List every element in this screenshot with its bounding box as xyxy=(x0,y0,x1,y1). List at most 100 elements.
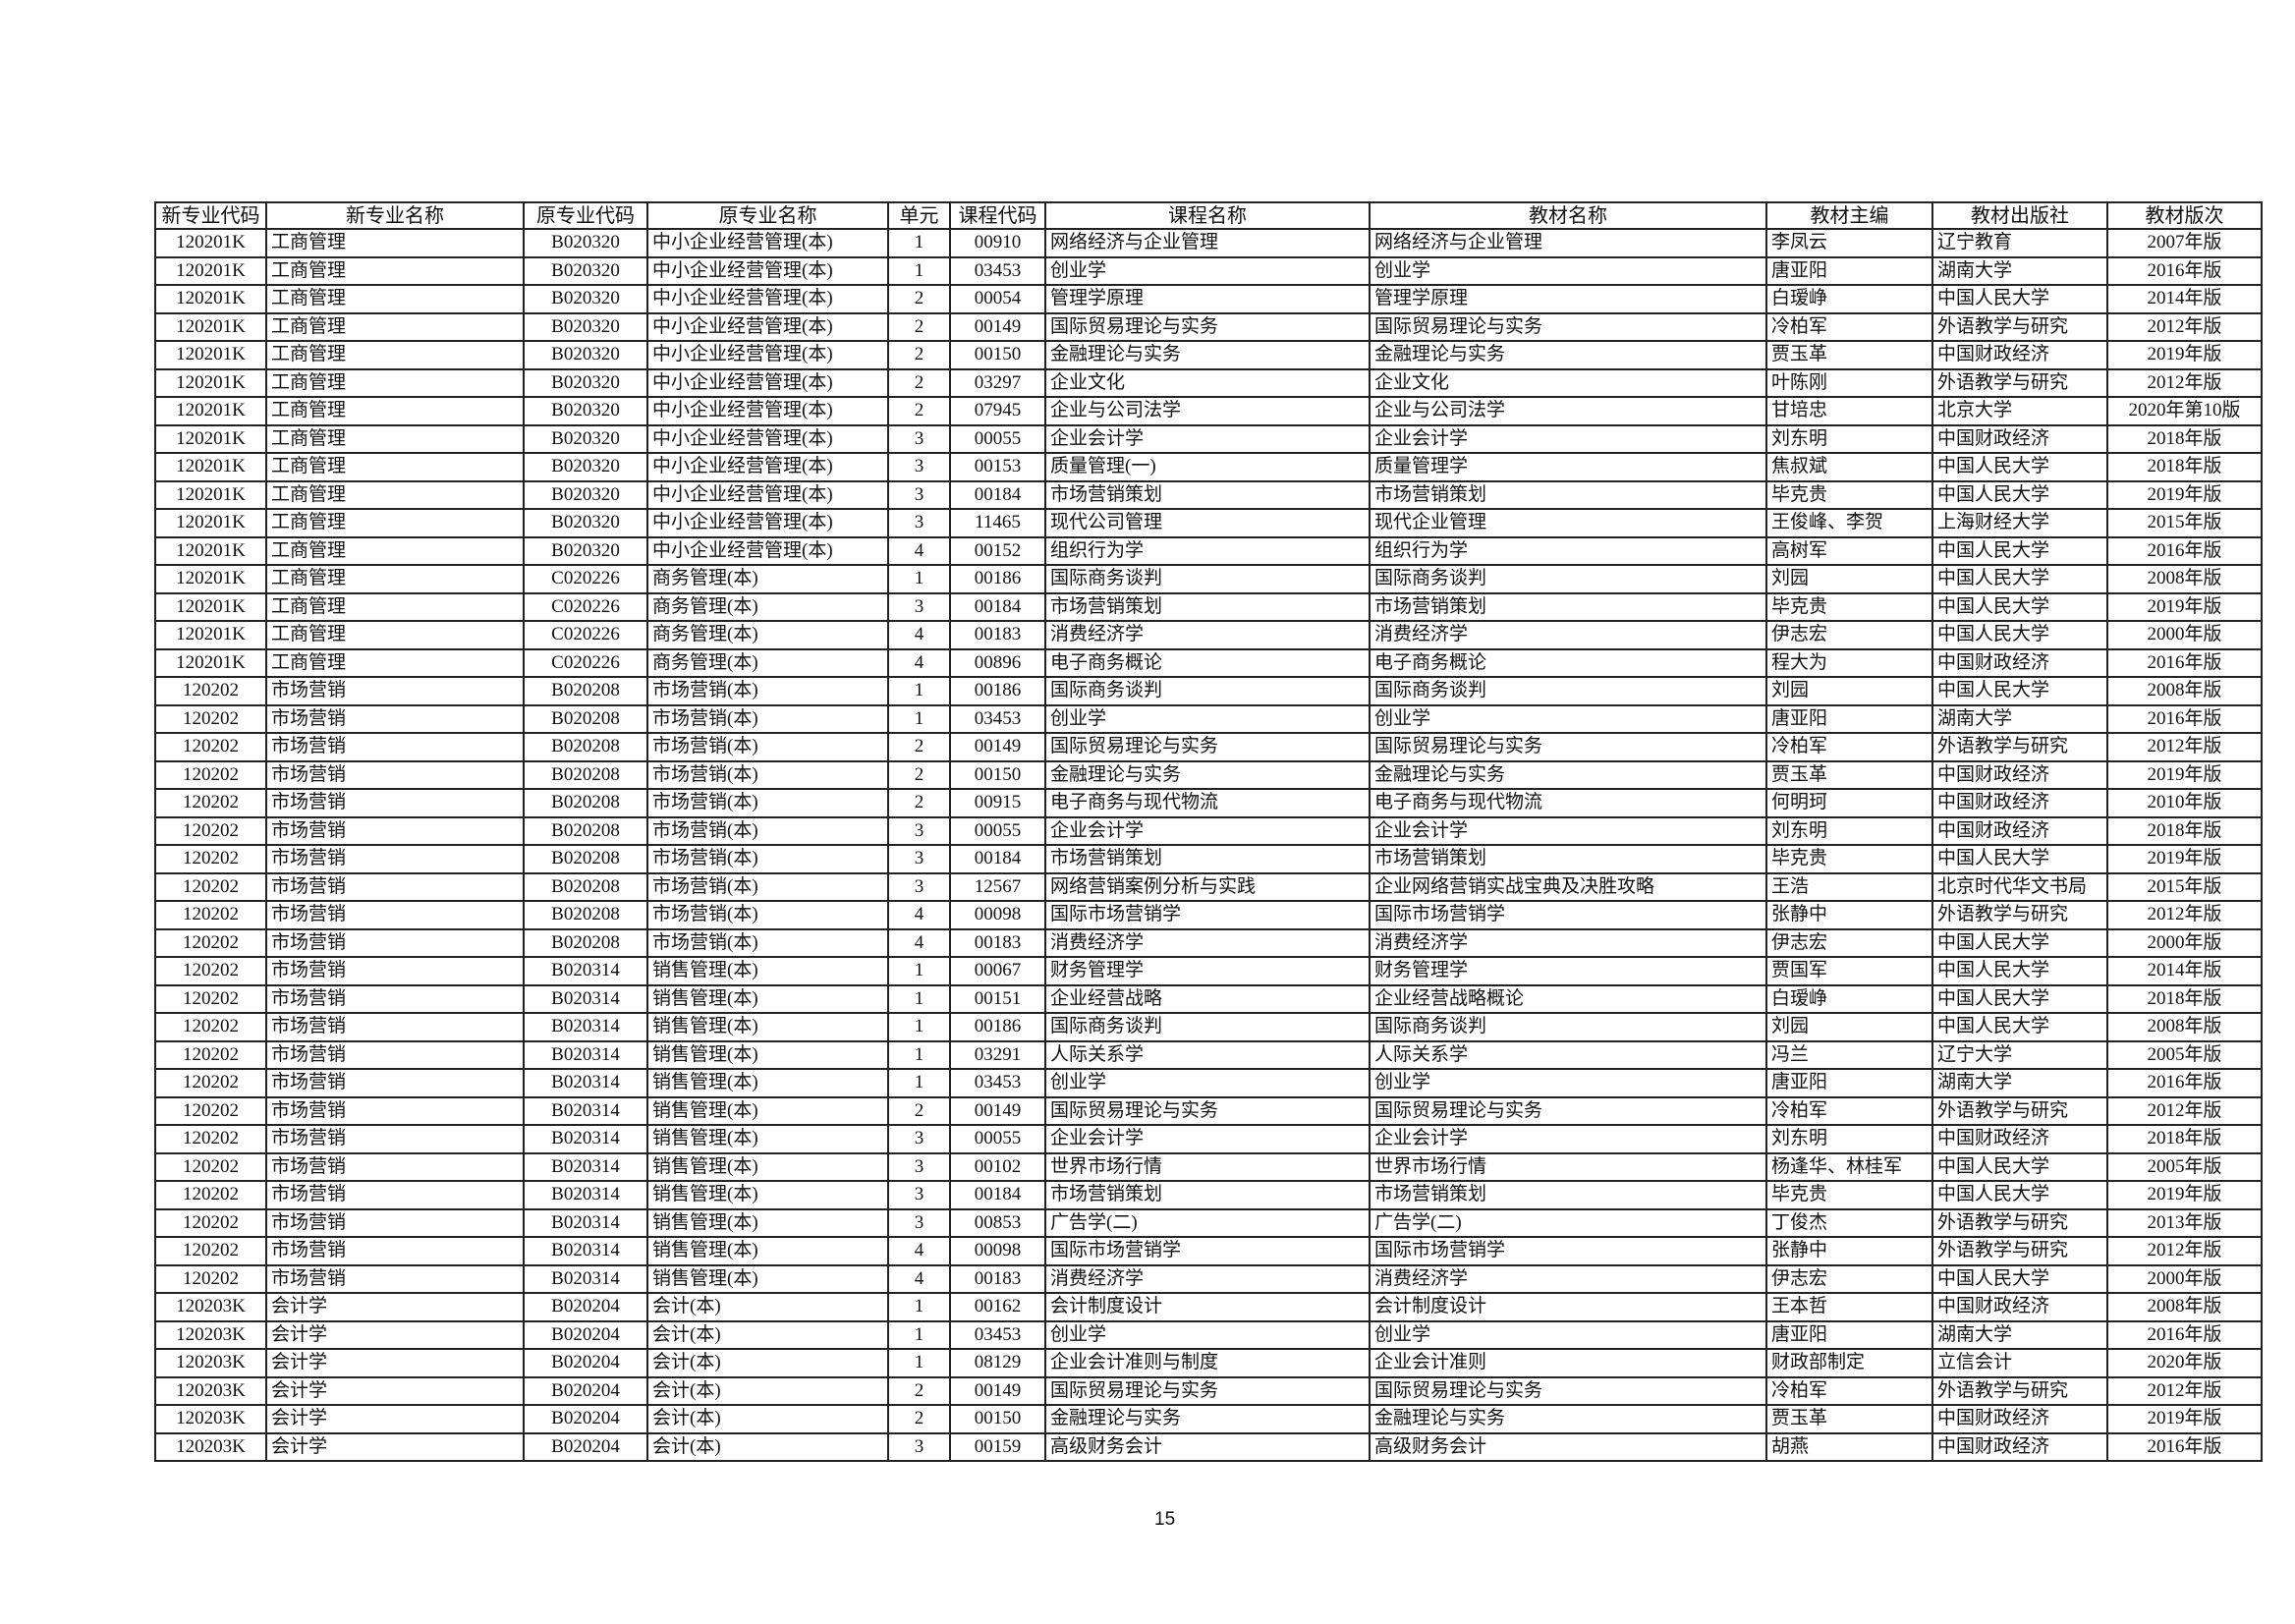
cell-new-major-name: 市场营销 xyxy=(265,1095,525,1126)
cell-course-code: 00102 xyxy=(949,1151,1046,1182)
cell-old-major-name: 商务管理(本) xyxy=(646,591,889,622)
table-row: 120202 市场营销 B020208 市场营销(本) 4 00183 消费经济学 消费经济学… xyxy=(154,927,2263,958)
cell-textbook-publisher: 中国财政经济 xyxy=(1931,1292,2108,1322)
cell-old-major-name: 会计(本) xyxy=(646,1404,889,1434)
cell-textbook-publisher: 中国人民大学 xyxy=(1931,1180,2108,1210)
table-row: 120202 市场营销 B020314 销售管理(本) 2 00149 国际贸易理论与实务国… xyxy=(154,1095,2263,1126)
cell-course-code: 03453 xyxy=(949,1068,1046,1098)
cell-textbook-name: 消费经济学 xyxy=(1369,620,1767,650)
cell-old-major-name: 市场营销(本) xyxy=(646,927,889,958)
cell-course-code: 03453 xyxy=(949,703,1046,734)
cell-old-major-code: B020320 xyxy=(523,452,648,482)
cell-textbook-edition: 2018年版 xyxy=(2106,815,2263,846)
cell-textbook-publisher: 湖南大学 xyxy=(1931,703,2108,734)
cell-textbook-edition: 2019年版 xyxy=(2106,479,2263,510)
cell-course-name: 人际关系学 xyxy=(1044,1039,1371,1070)
cell-old-major-name: 中小企业经营管理(本) xyxy=(646,535,889,566)
cell-course-code: 00853 xyxy=(949,1207,1046,1238)
cell-new-major-code: 120202 xyxy=(154,1180,267,1210)
cell-course-name: 企业会计学 xyxy=(1044,1124,1371,1154)
cell-textbook-edition: 2018年版 xyxy=(2106,1124,2263,1154)
table-row: 120202 市场营销 B020208 市场营销(本) 3 12567 网络营销案例分析与实… xyxy=(154,871,2263,902)
cell-new-major-name: 会计学 xyxy=(265,1319,525,1350)
cell-new-major-name: 工商管理 xyxy=(265,452,525,482)
cell-textbook-edition: 2012年版 xyxy=(2106,732,2263,762)
cell-textbook-publisher: 中国人民大学 xyxy=(1931,1263,2108,1294)
cell-textbook-publisher: 中国财政经济 xyxy=(1931,340,2108,370)
cell-textbook-publisher: 中国财政经济 xyxy=(1931,647,2108,678)
cell-old-major-name: 销售管理(本) xyxy=(646,1263,889,1294)
table-row: 120202 市场营销 B020208 市场营销(本) 3 00055 企业会计学 企业会计学… xyxy=(154,815,2263,846)
cell-textbook-editor: 叶陈刚 xyxy=(1765,367,1933,398)
cell-textbook-edition: 2016年版 xyxy=(2106,1068,2263,1098)
cell-old-major-name: 市场营销(本) xyxy=(646,871,889,902)
cell-new-major-code: 120202 xyxy=(154,1151,267,1182)
cell-new-major-code: 120201K xyxy=(154,647,267,678)
cell-new-major-code: 120202 xyxy=(154,815,267,846)
cell-textbook-publisher: 中国人民大学 xyxy=(1931,927,2108,958)
cell-course-code: 00896 xyxy=(949,647,1046,678)
cell-textbook-publisher: 中国人民大学 xyxy=(1931,983,2108,1014)
cell-textbook-publisher: 中国财政经济 xyxy=(1931,788,2108,818)
cell-unit: 3 xyxy=(887,452,951,482)
cell-old-major-code: B020208 xyxy=(523,788,648,818)
cell-textbook-edition: 2019年版 xyxy=(2106,759,2263,790)
table-row: 120201K 工商管理 C020226 商务管理(本) 3 00184 市场营销策划 市场营… xyxy=(154,591,2263,622)
cell-old-major-name: 会计(本) xyxy=(646,1431,889,1462)
cell-course-name: 企业经营战略 xyxy=(1044,983,1371,1014)
cell-old-major-code: B020204 xyxy=(523,1431,648,1462)
cell-textbook-name: 市场营销策划 xyxy=(1369,479,1767,510)
cell-textbook-edition: 2019年版 xyxy=(2106,340,2263,370)
cell-old-major-name: 市场营销(本) xyxy=(646,676,889,706)
table-row: 120202 市场营销 B020314 销售管理(本) 3 00184 市场营销策划 市场营销… xyxy=(154,1180,2263,1210)
cell-new-major-code: 120202 xyxy=(154,983,267,1014)
cell-course-name: 企业与公司法学 xyxy=(1044,396,1371,426)
cell-textbook-editor: 伊志宏 xyxy=(1765,927,1933,958)
cell-course-code: 00149 xyxy=(949,1375,1046,1406)
cell-unit: 4 xyxy=(887,647,951,678)
cell-new-major-code: 120201K xyxy=(154,535,267,566)
cell-textbook-edition: 2019年版 xyxy=(2106,844,2263,874)
cell-textbook-publisher: 北京时代华文书局 xyxy=(1931,871,2108,902)
cell-textbook-editor: 刘园 xyxy=(1765,564,1933,594)
cell-old-major-code: B020320 xyxy=(523,367,648,398)
table-row: 120202 市场营销 B020314 销售管理(本) 1 00151 企业经营战略 企业经营… xyxy=(154,983,2263,1014)
cell-textbook-publisher: 湖南大学 xyxy=(1931,255,2108,286)
table-row: 120202 市场营销 B020314 销售管理(本) 1 03453 创业学 创业学 唐亚阳湖… xyxy=(154,1068,2263,1098)
cell-new-major-name: 工商管理 xyxy=(265,508,525,538)
cell-textbook-name: 人际关系学 xyxy=(1369,1039,1767,1070)
cell-new-major-code: 120201K xyxy=(154,564,267,594)
cell-textbook-publisher: 中国人民大学 xyxy=(1931,1012,2108,1042)
cell-unit: 2 xyxy=(887,1095,951,1126)
column-header-new-major-code: 新专业代码 xyxy=(154,201,267,230)
cell-textbook-editor: 高树军 xyxy=(1765,535,1933,566)
cell-textbook-edition: 2013年版 xyxy=(2106,1207,2263,1238)
header-row: 新专业代码 新专业名称 原专业代码 原专业名称 单元 课程代码 课程名称 教材名称 教材主编 教材… xyxy=(154,201,2263,230)
cell-unit: 2 xyxy=(887,311,951,342)
cell-new-major-code: 120202 xyxy=(154,871,267,902)
cell-new-major-code: 120203K xyxy=(154,1431,267,1462)
cell-textbook-editor: 贾玉革 xyxy=(1765,340,1933,370)
cell-unit: 2 xyxy=(887,759,951,790)
cell-new-major-name: 工商管理 xyxy=(265,535,525,566)
cell-textbook-name: 财务管理学 xyxy=(1369,956,1767,986)
cell-course-name: 国际商务谈判 xyxy=(1044,1012,1371,1042)
cell-textbook-edition: 2016年版 xyxy=(2106,647,2263,678)
cell-new-major-name: 市场营销 xyxy=(265,1236,525,1266)
cell-unit: 3 xyxy=(887,844,951,874)
cell-unit: 1 xyxy=(887,676,951,706)
cell-textbook-editor: 冷柏军 xyxy=(1765,732,1933,762)
cell-textbook-publisher: 中国人民大学 xyxy=(1931,564,2108,594)
cell-course-code: 00153 xyxy=(949,452,1046,482)
cell-textbook-publisher: 中国财政经济 xyxy=(1931,1404,2108,1434)
table-row: 120201K 工商管理 C020226 商务管理(本) 4 00183 消费经济学 消费经济… xyxy=(154,620,2263,650)
cell-course-name: 国际市场营销学 xyxy=(1044,1236,1371,1266)
cell-new-major-name: 市场营销 xyxy=(265,1068,525,1098)
cell-course-name: 广告学(二) xyxy=(1044,1207,1371,1238)
cell-old-major-name: 销售管理(本) xyxy=(646,1039,889,1070)
cell-textbook-publisher: 外语教学与研究 xyxy=(1931,1375,2108,1406)
cell-old-major-code: B020320 xyxy=(523,340,648,370)
table-row: 120203K 会计学 B020204 会计(本) 1 00162 会计制度设计 会计制度设计… xyxy=(154,1292,2263,1322)
cell-course-code: 00184 xyxy=(949,1180,1046,1210)
cell-course-code: 00183 xyxy=(949,620,1046,650)
